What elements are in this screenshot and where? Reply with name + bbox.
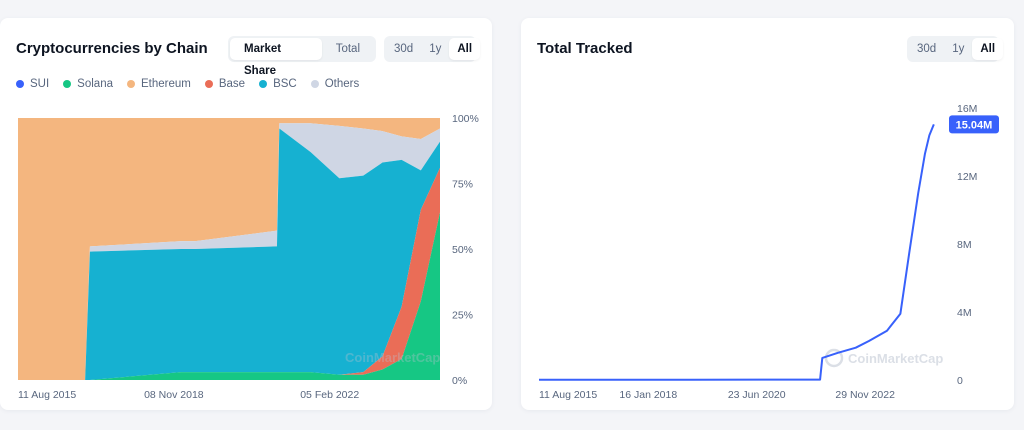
legend-item-sui[interactable]: SUI [16,78,49,90]
legend-item-solana[interactable]: Solana [63,78,113,90]
range-30d-button[interactable]: 30d [394,43,414,55]
x-tick-label: 05 Feb 2022 [300,389,359,401]
area-bsc [18,128,440,380]
area-others [18,123,440,381]
range-all-button[interactable]: All [972,38,1004,60]
x-tick-label: 29 Nov 2022 [835,389,895,401]
chart-title: Total Tracked [537,40,633,57]
y-tick-label: 12M [957,171,977,183]
market-share-card: Cryptocurrencies by Chain Market Share T… [0,18,492,410]
area-base [18,167,440,380]
y-tick-label: 75% [452,179,473,191]
current-value-badge: 15.04M [949,115,999,134]
stacked-area-chart: 100% 75% 50% 25% 0% 11 Aug 2015 08 Nov 2018 05 … [18,113,479,401]
total-tracked-card: Total Tracked 30d 1y All CoinMarketCap 16… [521,18,1014,410]
legend-swatch [63,80,72,88]
legend-label: SUI [30,78,50,90]
market-share-tab[interactable]: Market Share [230,38,322,77]
range-1y-button[interactable]: 1y [952,43,965,55]
legend-item-bsc[interactable]: BSC [259,78,297,90]
area-solana [18,212,440,380]
legend-item-others[interactable]: Others [310,78,360,90]
y-tick-label: 50% [452,244,473,256]
x-tick-label: 11 Aug 2015 [539,389,597,401]
area-ethereum [18,118,440,380]
legend-label: Others [324,78,360,90]
legend-label: Base [218,78,246,90]
watermark: CoinMarketCap [824,348,943,368]
y-tick-label: 8M [957,239,972,251]
y-tick-label: 4M [957,307,972,319]
legend-item-base[interactable]: Base [204,78,246,90]
chart-title: Cryptocurrencies by Chain [16,40,208,57]
y-tick-label: 16M [957,103,977,115]
watermark: CoinMarketCap [345,350,440,365]
svg-text:CoinMarketCap: CoinMarketCap [848,351,943,366]
svg-text:15.04M: 15.04M [956,119,993,131]
legend-label: Solana [77,78,113,90]
legend-swatch [204,80,213,88]
chart-legend: SUI Solana Ethereum Base BSC Others [16,78,359,90]
x-tick-label: 16 Jan 2018 [619,389,677,401]
range-30d-button[interactable]: 30d [917,43,937,55]
range-all-button[interactable]: All [449,38,481,60]
y-tick-label: 0 [957,375,963,387]
range-toggle: 30d 1y All [907,36,1004,62]
view-toggle: Market Share Total [228,36,376,77]
x-tick-label: 23 Jun 2020 [728,389,786,401]
x-tick-label: 08 Nov 2018 [144,389,204,401]
legend-item-ethereum[interactable]: Ethereum [126,78,191,90]
legend-label: BSC [273,78,297,90]
range-toggle: 30d 1y All [384,36,481,62]
x-tick-label: 11 Aug 2015 [18,389,76,401]
y-tick-label: 0% [452,375,467,387]
legend-swatch [126,80,135,88]
legend-label: Ethereum [140,78,191,90]
y-tick-label: 25% [452,310,473,322]
series-line [538,123,935,381]
legend-swatch [16,80,24,88]
total-tab[interactable]: Total [335,43,360,55]
legend-swatch [310,80,319,88]
legend-swatch [259,80,268,88]
y-tick-label: 100% [452,113,479,125]
line-chart: CoinMarketCap 16M 12M 8M 4M 0 11 Aug 2015 16 Ja… [538,103,999,401]
range-1y-button[interactable]: 1y [429,43,442,55]
